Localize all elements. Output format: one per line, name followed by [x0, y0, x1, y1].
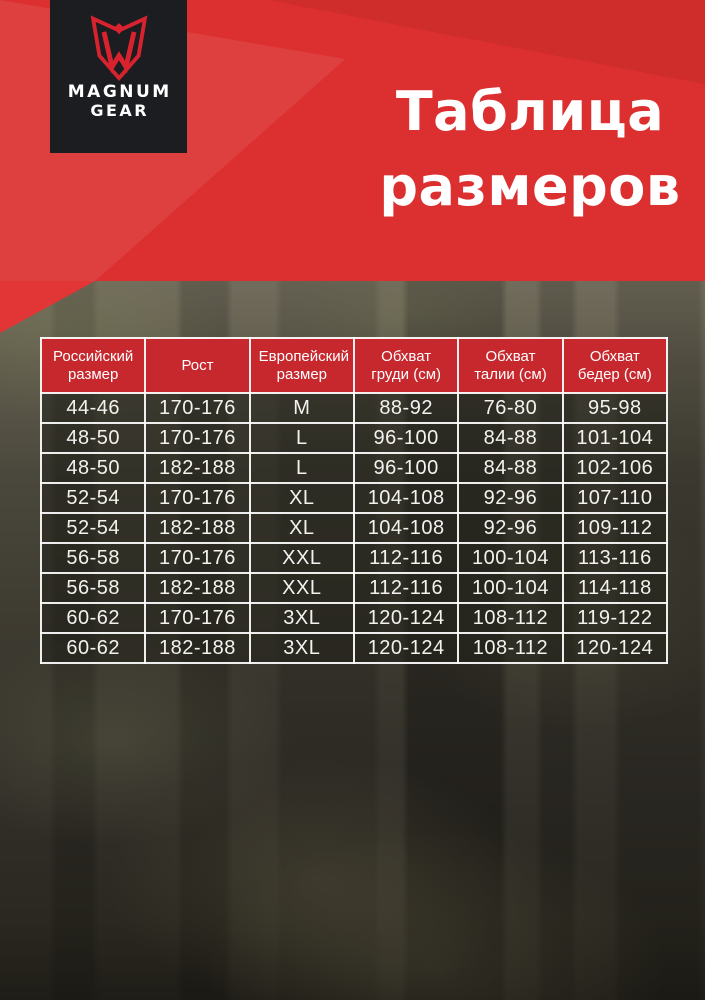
table-cell: 120-124 — [352, 602, 460, 634]
table-cell: 96-100 — [352, 452, 460, 484]
table-cell: XXL — [248, 572, 355, 604]
table-cell: 113-116 — [561, 542, 669, 574]
table-cell: 120-124 — [561, 632, 669, 664]
table-cell: 52-54 — [39, 482, 147, 514]
table-row: 44-46 170-176 M 88-92 76-80 95-98 — [39, 392, 669, 424]
table-cell: XL — [248, 512, 355, 544]
table-cell: XXL — [248, 542, 355, 574]
table-cell: 170-176 — [144, 542, 251, 574]
table-cell: 100-104 — [457, 572, 564, 604]
table-cell: 120-124 — [352, 632, 460, 664]
title-line-1: Таблица — [395, 80, 665, 143]
page-title: Таблица размеров — [356, 74, 704, 224]
size-table-header: Российский размер Рост Европейский разме… — [39, 337, 669, 394]
table-cell: 108-112 — [457, 632, 564, 664]
column-header-waist: Обхват талии (см) — [457, 337, 564, 394]
table-cell: 101-104 — [561, 422, 669, 454]
title-line-2: размеров — [379, 155, 681, 218]
table-cell: 119-122 — [561, 602, 669, 634]
table-cell: 170-176 — [144, 482, 251, 514]
table-cell: 104-108 — [352, 512, 460, 544]
table-cell: 60-62 — [39, 632, 147, 664]
size-table-body: 44-46 170-176 M 88-92 76-80 95-98 48-50 170-176… — [39, 392, 669, 664]
table-cell: L — [248, 422, 355, 454]
table-row: 56-58 182-188 XXL 112-116 100-104 114-118 — [39, 572, 669, 604]
table-cell: 170-176 — [144, 422, 251, 454]
column-header-chest: Обхват груди (см) — [352, 337, 460, 394]
table-cell: 3XL — [248, 632, 355, 664]
table-cell: 107-110 — [561, 482, 669, 514]
table-cell: L — [248, 452, 355, 484]
table-cell: 182-188 — [144, 632, 251, 664]
table-cell: 56-58 — [39, 572, 147, 604]
brand-name-magnum: MAGNUM — [67, 82, 172, 102]
table-cell: 92-96 — [457, 512, 564, 544]
table-row: 56-58 170-176 XXL 112-116 100-104 113-116 — [39, 542, 669, 574]
table-cell: 104-108 — [352, 482, 460, 514]
table-cell: 3XL — [248, 602, 355, 634]
table-cell: 96-100 — [352, 422, 460, 454]
table-row: 60-62 170-176 3XL 120-124 108-112 119-122 — [39, 602, 669, 634]
table-cell: 76-80 — [457, 392, 564, 424]
table-cell: 112-116 — [352, 572, 460, 604]
table-cell: 112-116 — [352, 542, 460, 574]
brand-logo-box: MAGNUM GEAR — [50, 0, 187, 153]
table-cell: 182-188 — [144, 572, 251, 604]
column-header-russian-size: Российский размер — [39, 337, 147, 394]
table-cell: 108-112 — [457, 602, 564, 634]
table-cell: 182-188 — [144, 452, 251, 484]
table-cell: 170-176 — [144, 392, 251, 424]
brand-name-gear: GEAR — [90, 101, 150, 121]
table-cell: XL — [248, 482, 355, 514]
column-header-european-size: Европейский размер — [248, 337, 355, 394]
table-cell: 84-88 — [457, 422, 564, 454]
table-row: 48-50 170-176 L 96-100 84-88 101-104 — [39, 422, 669, 454]
column-header-hips: Обхват бедер (см) — [561, 337, 669, 394]
table-cell: 88-92 — [352, 392, 460, 424]
table-cell: 48-50 — [39, 452, 147, 484]
table-cell: 182-188 — [144, 512, 251, 544]
column-header-height: Рост — [144, 337, 251, 394]
table-cell: 109-112 — [561, 512, 669, 544]
table-row: 48-50 182-188 L 96-100 84-88 102-106 — [39, 452, 669, 484]
table-cell: 114-118 — [561, 572, 669, 604]
table-cell: 60-62 — [39, 602, 147, 634]
header-row: Российский размер Рост Европейский разме… — [39, 337, 669, 394]
table-cell: 92-96 — [457, 482, 564, 514]
table-cell: 52-54 — [39, 512, 147, 544]
table-cell: 56-58 — [39, 542, 147, 574]
table-cell: 44-46 — [39, 392, 147, 424]
table-cell: 95-98 — [561, 392, 669, 424]
table-cell: 48-50 — [39, 422, 147, 454]
table-row: 60-62 182-188 3XL 120-124 108-112 120-124 — [39, 632, 669, 664]
table-row: 52-54 170-176 XL 104-108 92-96 107-110 — [39, 482, 669, 514]
table-cell: M — [248, 392, 355, 424]
table-cell: 84-88 — [457, 452, 564, 484]
size-table: Российский размер Рост Европейский разме… — [39, 337, 669, 664]
table-row: 52-54 182-188 XL 104-108 92-96 109-112 — [39, 512, 669, 544]
table-cell: 170-176 — [144, 602, 251, 634]
table-cell: 100-104 — [457, 542, 564, 574]
magnum-shield-m-icon — [90, 15, 147, 82]
table-cell: 102-106 — [561, 452, 669, 484]
